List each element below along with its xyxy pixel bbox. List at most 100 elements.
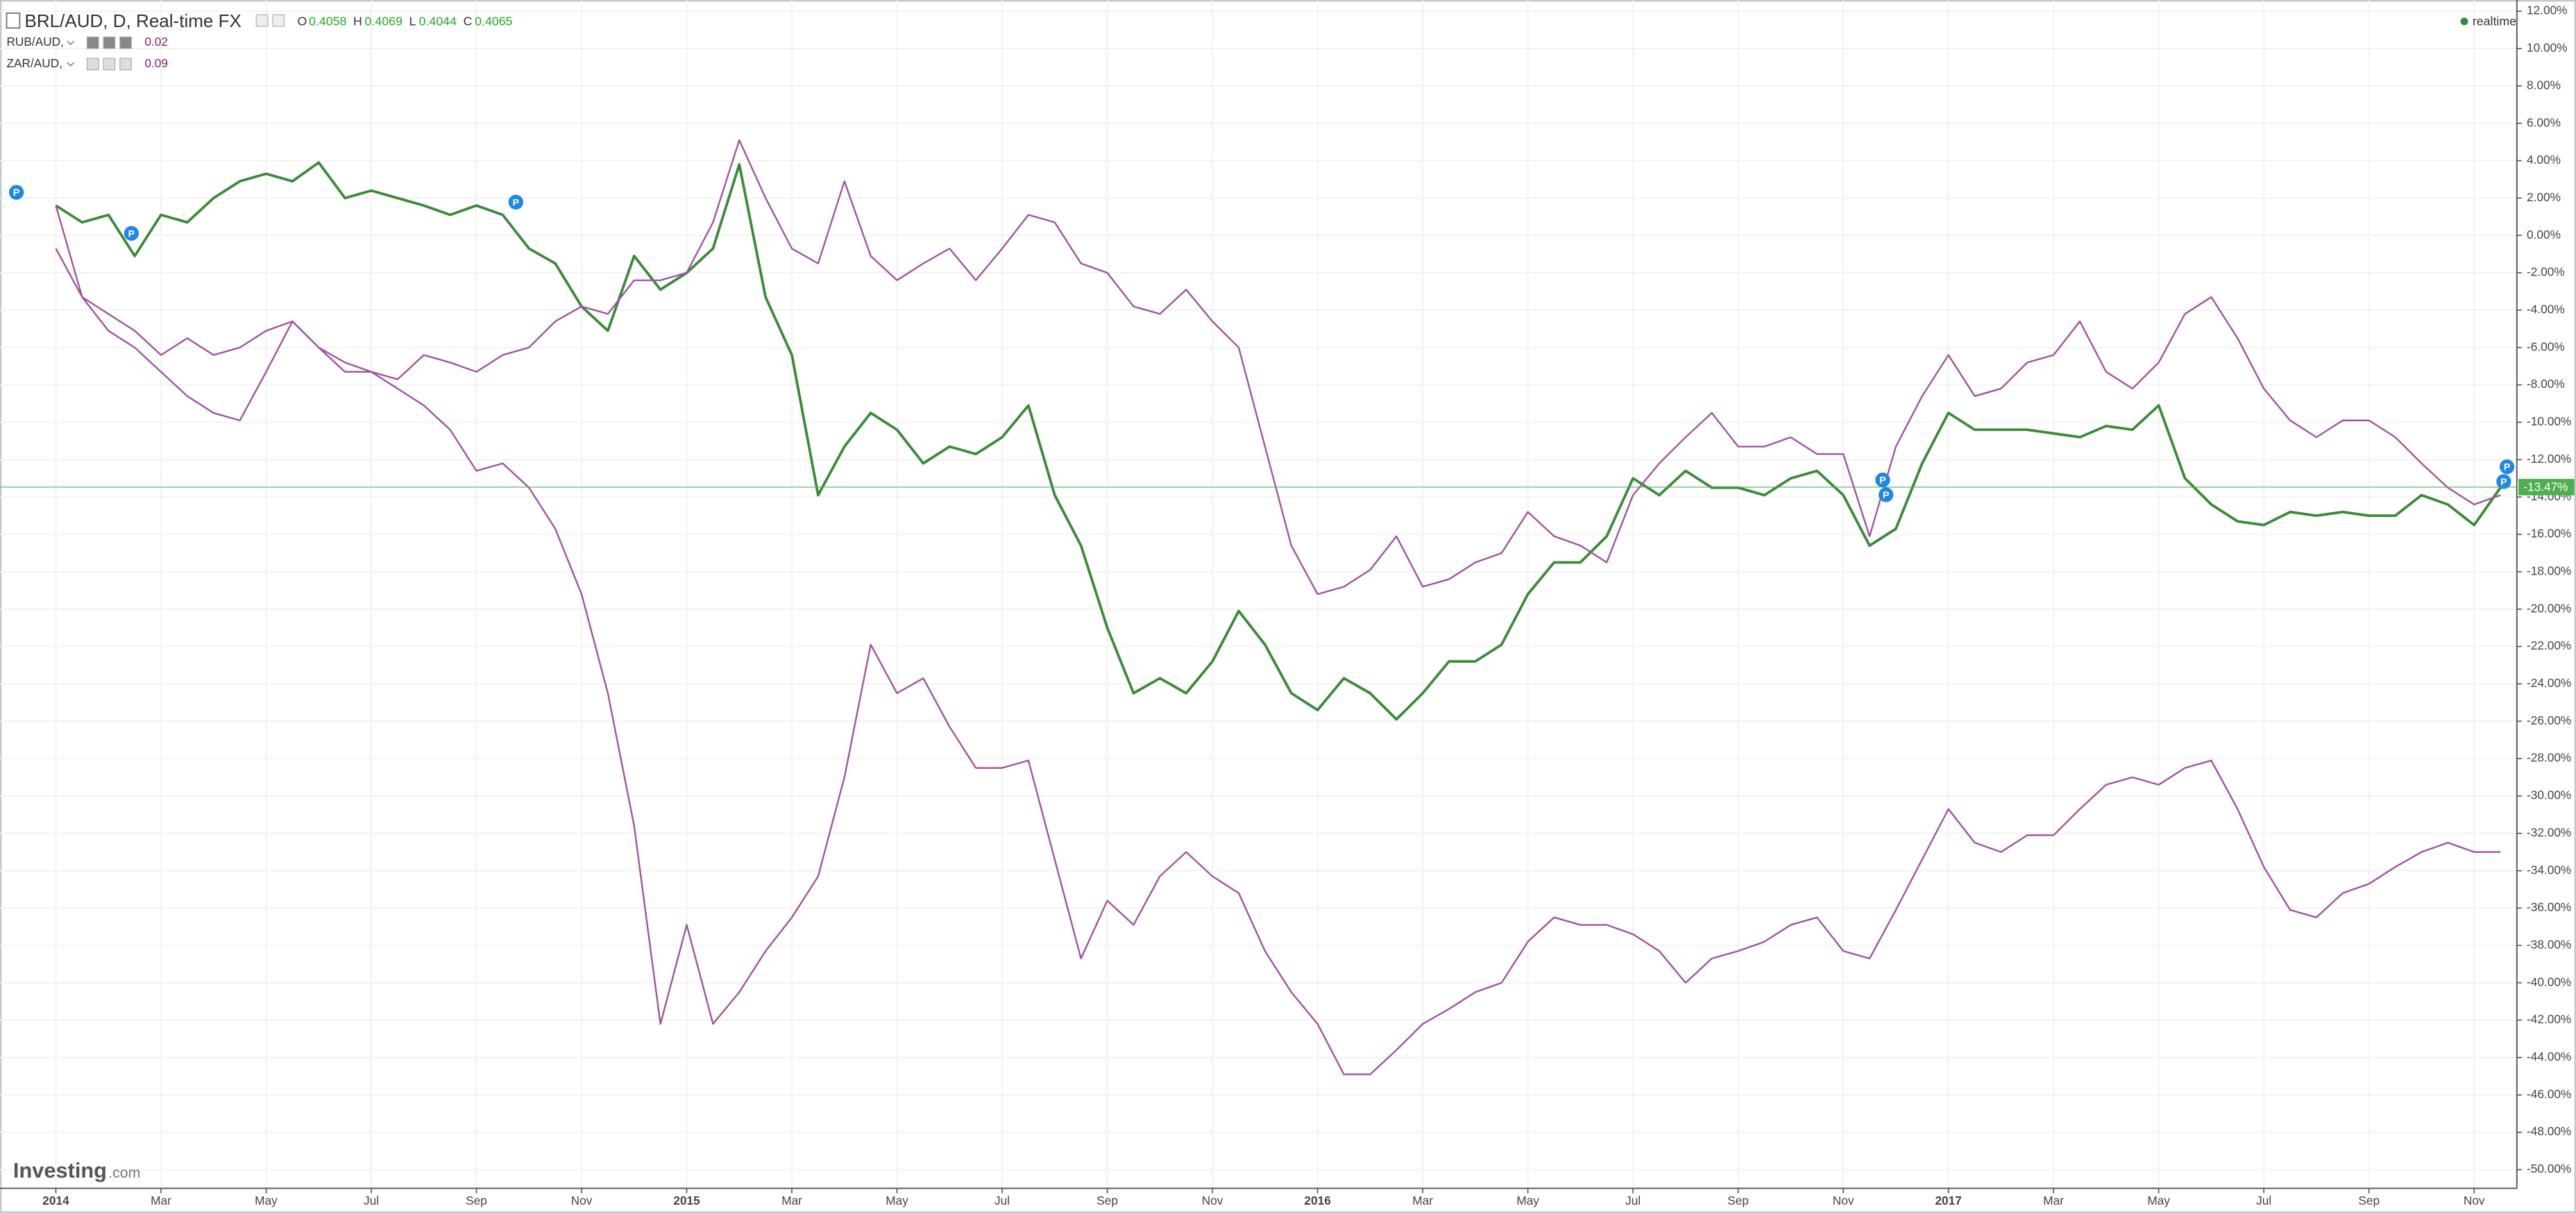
y-tick-label: -48.00% <box>2527 1124 2571 1138</box>
y-tick-label: 8.00% <box>2527 78 2561 92</box>
x-tick-label: Mar <box>2043 1194 2064 1207</box>
x-tick-label: Sep <box>1096 1194 1118 1207</box>
y-tick-label: -46.00% <box>2527 1087 2571 1101</box>
series-layer <box>55 139 2502 1076</box>
study-value: 0.02 <box>144 35 168 49</box>
x-tick-label: Jul <box>2256 1194 2271 1207</box>
study-name: RUB/AUD, <box>6 35 63 49</box>
series-line <box>55 139 2501 595</box>
y-tick-label: -50.00% <box>2527 1162 2571 1176</box>
ohlc-label: O <box>297 15 307 28</box>
x-tick-label: 2016 <box>1304 1194 1330 1207</box>
y-tick-label: -18.00% <box>2527 563 2571 577</box>
y-tick-label: -16.00% <box>2527 527 2571 541</box>
pin-label: P <box>2504 462 2510 473</box>
series-line <box>55 161 2502 721</box>
x-tick-label: 2017 <box>1935 1194 1961 1207</box>
x-tick-label: May <box>255 1194 278 1207</box>
settings-icon[interactable] <box>255 14 269 27</box>
y-tick-label: -10.00% <box>2527 414 2571 428</box>
x-tick-label: Nov <box>571 1194 593 1207</box>
x-tick-label: Jul <box>364 1194 379 1207</box>
y-tick-label: -22.00% <box>2527 638 2571 652</box>
y-tick-label: -8.00% <box>2527 377 2565 391</box>
y-tick-label: -40.00% <box>2527 975 2571 989</box>
study-icon <box>119 58 132 71</box>
study-icon <box>103 58 116 71</box>
pin <box>508 194 523 210</box>
study-caret <box>67 62 75 67</box>
last-price-label: -13.47% <box>2523 480 2568 494</box>
pin-label: P <box>1883 490 1889 501</box>
x-tick-label: Nov <box>1202 1194 1223 1207</box>
x-tick-label: Mar <box>1412 1194 1433 1207</box>
study-caret <box>67 40 75 45</box>
pin <box>2499 459 2515 475</box>
logo: Investing .com <box>13 1158 140 1182</box>
pin <box>124 226 139 241</box>
study-icon <box>103 36 116 49</box>
x-tick-label: Nov <box>2464 1194 2485 1207</box>
y-tick-label: -26.00% <box>2527 713 2571 727</box>
x-tick-label: Jul <box>994 1194 1010 1207</box>
logo-suffix: .com <box>108 1164 140 1181</box>
x-tick-label: 2014 <box>42 1194 69 1207</box>
pin <box>2496 474 2511 489</box>
ohlc-value: 0.4065 <box>475 15 512 28</box>
ohlc-label: L <box>409 15 416 28</box>
status: realtime <box>2473 15 2516 28</box>
x-tick-label: Jul <box>1625 1194 1641 1207</box>
x-tick-label: May <box>1516 1194 1539 1207</box>
logo-main: Investing <box>13 1158 107 1182</box>
x-tick-label: Nov <box>1833 1194 1854 1207</box>
pin <box>1879 487 1894 502</box>
grid <box>0 0 2517 1189</box>
y-tick-label: 6.00% <box>2527 115 2561 129</box>
x-tick-label: Mar <box>781 1194 802 1207</box>
x-tick-label: Sep <box>2358 1194 2380 1207</box>
y-tick-label: -24.00% <box>2527 676 2571 690</box>
y-tick-label: -20.00% <box>2527 601 2571 615</box>
close-icon[interactable] <box>272 14 285 27</box>
y-tick-label: -42.00% <box>2527 1012 2571 1026</box>
pin <box>1875 472 1890 488</box>
series-line <box>55 248 2501 1076</box>
pin <box>9 185 24 200</box>
y-tick-label: -6.00% <box>2527 339 2565 353</box>
header: BRL/AUD, D, Real-time FX O 0.4058 H 0.40… <box>6 10 2516 31</box>
menu-icon[interactable] <box>6 12 21 29</box>
y-tick-label: -28.00% <box>2527 751 2571 765</box>
study-icon <box>119 36 132 49</box>
y-tick-label: 0.00% <box>2527 228 2561 241</box>
y-tick-label: -4.00% <box>2527 303 2565 316</box>
x-tick-label: May <box>886 1194 908 1207</box>
y-tick-label: -44.00% <box>2527 1050 2571 1064</box>
y-tick-label: -34.00% <box>2527 863 2571 876</box>
study-icon <box>86 58 99 71</box>
x-tick-label: Sep <box>1727 1194 1749 1207</box>
ohlc-label: C <box>464 15 473 28</box>
pin-label: P <box>2500 477 2507 488</box>
symbol-title: BRL/AUD, D, Real-time FX <box>25 10 242 31</box>
y-tick-label: -12.00% <box>2527 452 2571 466</box>
y-tick-label: 10.00% <box>2527 41 2568 55</box>
y-tick-label: 12.00% <box>2527 3 2568 17</box>
x-tick-label: Sep <box>466 1194 487 1207</box>
x-tick-label: Mar <box>151 1194 171 1207</box>
study-legend: RUB/AUD, 0.02 ZAR/AUD, 0.09 <box>6 35 168 71</box>
ohlc-value: 0.4044 <box>419 15 457 28</box>
pin-label: P <box>13 187 19 198</box>
pin-label: P <box>128 228 135 239</box>
last-price-box <box>2518 479 2575 495</box>
ohlc-value: 0.4069 <box>365 15 402 28</box>
x-tick-label: May <box>2147 1194 2170 1207</box>
study-value: 0.09 <box>144 56 168 70</box>
pin-label: P <box>1879 475 1886 486</box>
y-tick-label: -36.00% <box>2527 900 2571 914</box>
status-dot <box>2460 17 2468 26</box>
y-tick-label: -30.00% <box>2527 788 2571 802</box>
